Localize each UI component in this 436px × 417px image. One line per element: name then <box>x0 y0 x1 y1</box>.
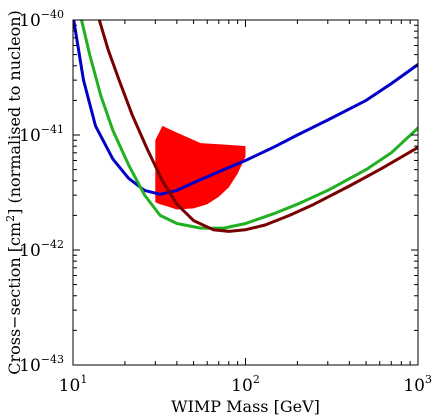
tick-label-base: 10 <box>19 241 41 261</box>
tick-label-exponent: 1 <box>80 373 87 386</box>
tick-label-base: 10 <box>19 356 41 376</box>
y-axis-label-main: Cross−section [cm <box>5 222 24 375</box>
tick-label-base: 10 <box>231 376 253 396</box>
y-tick-label: 10−43 <box>19 353 64 376</box>
series-line-3 <box>97 20 418 233</box>
tick-label-base: 10 <box>403 376 425 396</box>
series-line-1 <box>73 20 418 196</box>
tick-label-base: 10 <box>19 11 41 31</box>
tick-label-exponent: −43 <box>41 353 64 366</box>
x-tick-label: 101 <box>59 373 88 396</box>
tick-label-base: 10 <box>59 376 81 396</box>
y-axis-label-superscript: 2 <box>4 215 17 222</box>
tick-label-exponent: −42 <box>41 238 64 251</box>
y-tick-label: 10−42 <box>19 238 64 261</box>
plot-area <box>73 20 418 233</box>
ticks <box>72 20 418 366</box>
x-axis-label: WIMP Mass [GeV] <box>171 397 320 416</box>
tick-label-base: 10 <box>19 126 41 146</box>
tick-label-exponent: −40 <box>41 8 64 21</box>
tick-label-exponent: 2 <box>253 373 260 386</box>
plot-frame <box>72 19 419 366</box>
y-tick-label: 10−40 <box>19 8 64 31</box>
tick-label-exponent: 3 <box>425 373 432 386</box>
series-line-2 <box>80 20 418 230</box>
x-tick-label: 103 <box>403 373 432 396</box>
y-axis-label: Cross−section [cm2] (normalised to nucle… <box>4 10 25 375</box>
y-tick-label: 10−41 <box>19 123 64 146</box>
tick-label-exponent: −41 <box>41 123 64 136</box>
x-tick-label: 102 <box>231 373 260 396</box>
y-axis-label-tail: ] (normalised to nucleon) <box>5 10 24 215</box>
